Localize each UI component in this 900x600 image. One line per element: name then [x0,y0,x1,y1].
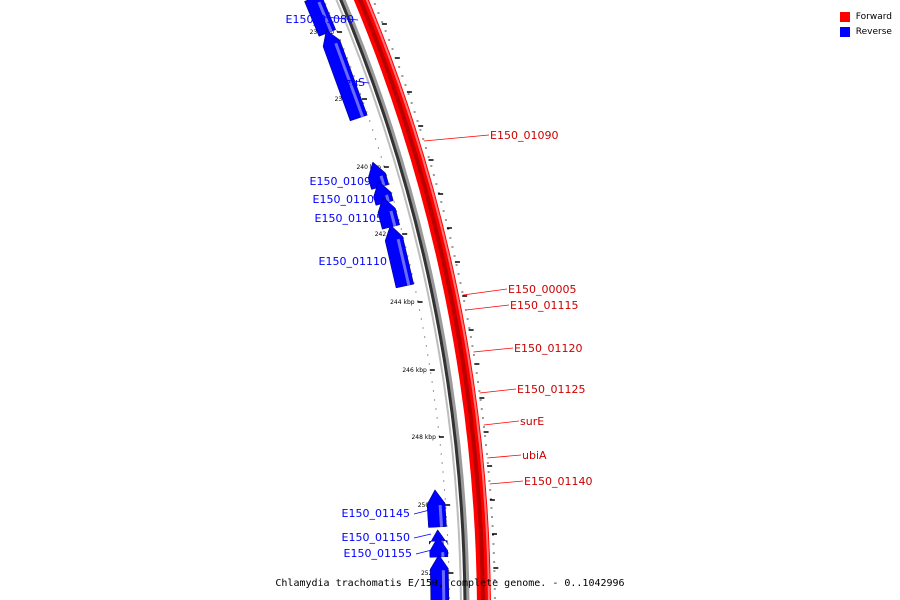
reverse-gene-label: E150_01110 [319,255,387,268]
reverse-gene-label: leuS [341,76,365,89]
forward-gene-label: E150_00005 [508,283,576,296]
forward-gene-leader [465,304,510,311]
forward-gene-leader [479,388,517,394]
reverse-gene-label: E150_01100 [313,193,381,206]
forward-gene-leader [489,480,524,485]
reverse-gene-arrow [384,224,415,289]
reverse-gene-highlight [385,194,390,203]
reverse-swatch [839,26,850,37]
reverse-gene-highlight [389,210,397,227]
forward-gene-leader [473,347,514,353]
legend-item-reverse: Reverse [839,24,892,39]
reverse-gene-leader [413,533,432,539]
forward-gene-label: E150_01140 [524,475,592,488]
kbp-tick-label: 244 kbp [390,299,415,306]
forward-gene-label: E150_01120 [514,342,582,355]
backbone-ring [339,0,467,600]
forward-gene-leader [487,454,522,459]
kbp-tick-label: 240 kbp [356,164,381,171]
reverse-gene-label: E150_01095 [310,175,378,188]
forward-strand-core [358,0,485,600]
forward-gene-label: E150_01125 [517,383,585,396]
legend: Forward Reverse [839,9,892,39]
reverse-gene-arrow [426,489,447,528]
forward-strand-highlight [365,0,490,600]
reverse-gene-leader [390,257,393,263]
forward-gene-leader [423,134,490,142]
kbp-tick-label: 248 kbp [411,434,436,441]
reverse-gene-highlight [379,175,386,187]
reverse-gene-leader [313,15,359,21]
reverse-gene-leader [413,509,430,515]
reverse-gene-highlight [396,238,411,286]
backbone-ring-shadow [340,0,470,600]
forward-gene-label: ubiA [522,449,547,462]
reverse-gene-leader [415,549,432,555]
reverse-gene-highlight [441,570,446,600]
reverse-gene-label: E150_01145 [342,507,410,520]
reverse-gene-highlight [438,504,444,527]
legend-label-reverse: Reverse [855,26,892,37]
genome-caption: Chlamydia trachomatis E/150, complete ge… [275,578,625,589]
forward-gene-leader [483,420,520,426]
reverse-gene-label: E150_01105 [315,212,383,225]
legend-label-forward: Forward [855,11,892,22]
reverse-gene-label: E150_01150 [342,531,410,544]
reverse-gene-leader [338,78,370,84]
forward-swatch [839,11,850,22]
reverse-gene-label: E150_01080 [286,13,354,26]
forward-gene-label: E150_01115 [510,299,578,312]
reverse-gene-label: E150_01155 [344,547,412,560]
forward-gene-leader [462,288,508,296]
reverse-gene-highlight [334,42,364,118]
legend-item-forward: Forward [839,9,892,24]
reverse-gene-leader [370,177,383,183]
forward-gene-label: surE [520,415,544,428]
forward-gene-label: E150_01090 [490,129,558,142]
reverse-gene-leader [381,214,388,220]
kbp-tick-label: 246 kbp [402,367,427,374]
backbone-ring-inner [335,0,462,600]
